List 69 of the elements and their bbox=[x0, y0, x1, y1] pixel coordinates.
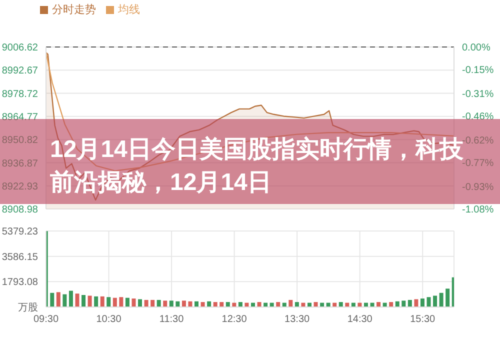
bar bbox=[119, 297, 124, 307]
bar bbox=[257, 302, 262, 307]
bar bbox=[144, 300, 148, 307]
bar bbox=[200, 302, 205, 307]
y2-tick-label: -0.15% bbox=[462, 65, 494, 76]
x-tick-label: 14:30 bbox=[347, 314, 373, 326]
bar bbox=[414, 299, 418, 307]
y-tick-label: 5379.23 bbox=[2, 226, 38, 238]
bar bbox=[100, 296, 104, 307]
bar bbox=[420, 298, 424, 307]
y2-tick-label: -1.08% bbox=[462, 204, 494, 216]
x-tick-label: 09:30 bbox=[33, 314, 59, 326]
x-tick-label: 13:30 bbox=[284, 314, 310, 326]
bar bbox=[376, 302, 381, 307]
bar bbox=[226, 302, 230, 307]
x-tick-label: 11:30 bbox=[159, 314, 184, 326]
y-tick-label: 8992.67 bbox=[2, 66, 38, 77]
y-tick-label: 8922.93 bbox=[2, 181, 38, 192]
bar bbox=[56, 292, 60, 307]
bar bbox=[62, 294, 67, 307]
bar bbox=[213, 302, 218, 307]
y2-tick-label: -0.77% bbox=[462, 158, 494, 170]
x-tick-label: 12:30 bbox=[222, 314, 248, 326]
bar bbox=[163, 300, 168, 307]
bar bbox=[182, 300, 186, 307]
bar bbox=[169, 300, 174, 307]
x-tick-label: 15:30 bbox=[410, 314, 436, 326]
y-tick-label: 3586.15 bbox=[2, 252, 38, 263]
x-tick-label: 10:30 bbox=[96, 314, 122, 326]
bar bbox=[106, 297, 111, 307]
bar bbox=[238, 302, 242, 307]
y2-tick-label: -0.93% bbox=[462, 182, 494, 194]
bar bbox=[132, 298, 136, 307]
y2-tick-label: 0.00% bbox=[462, 42, 490, 54]
bar bbox=[220, 302, 224, 307]
y-tick-label: 9006.62 bbox=[2, 42, 38, 54]
bar bbox=[294, 302, 299, 307]
bar bbox=[446, 288, 450, 307]
y-tick-label: 8936.87 bbox=[2, 158, 38, 170]
bar bbox=[408, 300, 412, 307]
y-tick-label: 8978.72 bbox=[2, 88, 38, 100]
bar bbox=[314, 302, 318, 307]
bar bbox=[389, 302, 394, 307]
bar bbox=[82, 294, 86, 307]
y-tick-label: 万股 bbox=[18, 302, 38, 314]
bar bbox=[433, 296, 438, 307]
bar bbox=[75, 294, 80, 307]
bar bbox=[68, 290, 73, 307]
bar bbox=[150, 300, 155, 307]
bar bbox=[276, 302, 280, 307]
bar bbox=[288, 300, 293, 307]
bar bbox=[94, 296, 98, 307]
y-tick-label: 8908.98 bbox=[2, 204, 38, 216]
y2-tick-label: -0.62% bbox=[462, 136, 494, 147]
bar bbox=[88, 296, 92, 307]
y2-tick-label: -0.31% bbox=[462, 89, 494, 100]
legend-label: 均线 bbox=[118, 4, 140, 16]
bar bbox=[426, 297, 431, 307]
bar bbox=[112, 298, 117, 307]
legend-label: 分时走势 bbox=[52, 4, 96, 16]
bar bbox=[156, 300, 161, 307]
bar bbox=[338, 302, 343, 307]
y-tick-label: 1793.08 bbox=[2, 277, 38, 288]
bar bbox=[138, 299, 142, 307]
bar bbox=[402, 300, 406, 307]
y-tick-label: 8950.82 bbox=[2, 135, 38, 146]
bar bbox=[125, 298, 130, 307]
bar bbox=[50, 292, 54, 307]
bar bbox=[439, 292, 444, 307]
